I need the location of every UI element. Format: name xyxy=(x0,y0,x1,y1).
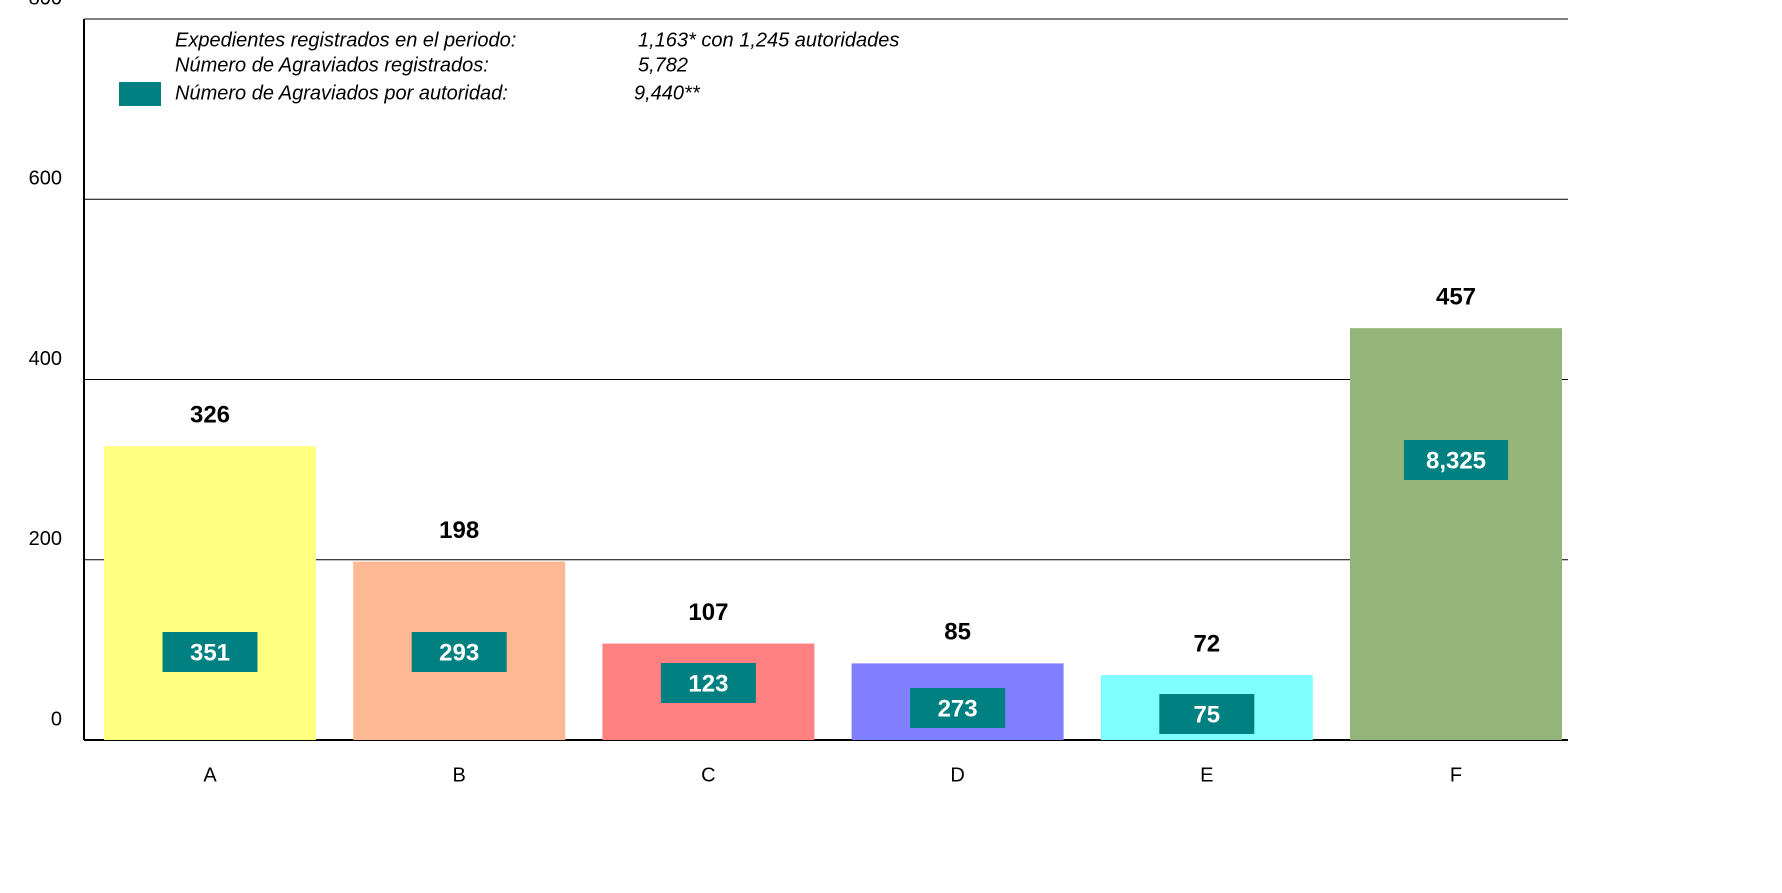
inner-label-box xyxy=(411,632,507,672)
x-tick-label: F xyxy=(1450,764,1462,786)
x-tick-label: E xyxy=(1200,764,1213,786)
annotation: Número de Agraviados registrados: xyxy=(175,54,489,76)
inner-label: 293 xyxy=(439,639,479,666)
x-tick-label: C xyxy=(701,764,715,786)
bar xyxy=(104,446,316,740)
value-label: 107 xyxy=(688,599,728,626)
y-tick-label: 800 xyxy=(29,0,62,9)
annotation: Expedientes registrados en el periodo: xyxy=(175,29,516,51)
inner-label: 273 xyxy=(938,695,978,722)
y-tick-label: 400 xyxy=(29,348,62,370)
value-label: 457 xyxy=(1436,283,1476,310)
inner-label-box xyxy=(1403,440,1509,480)
x-tick-label: A xyxy=(203,764,217,786)
value-label: 72 xyxy=(1193,630,1220,657)
inner-label: 8,325 xyxy=(1426,447,1486,474)
legend-value: 9,440** xyxy=(634,82,701,104)
inner-label-box xyxy=(1159,694,1255,734)
y-tick-label: 600 xyxy=(29,168,62,190)
annotation-value: 1,163* con 1,245 autoridades xyxy=(638,29,899,51)
annotation-value: 5,782 xyxy=(638,54,688,76)
inner-label-box xyxy=(910,688,1006,728)
y-tick-label: 200 xyxy=(29,528,62,550)
value-label: 85 xyxy=(944,619,971,646)
bar xyxy=(1350,328,1562,740)
value-label: 326 xyxy=(190,402,230,429)
legend-swatch xyxy=(119,82,161,106)
inner-label-box xyxy=(660,663,756,703)
inner-label-box xyxy=(162,632,258,672)
inner-label: 351 xyxy=(190,639,230,666)
y-tick-label: 0 xyxy=(51,708,62,730)
legend-label: Número de Agraviados por autoridad: xyxy=(175,82,508,104)
inner-label: 123 xyxy=(688,670,728,697)
x-tick-label: D xyxy=(950,764,964,786)
x-tick-label: B xyxy=(453,764,466,786)
value-label: 198 xyxy=(439,517,479,544)
inner-label: 75 xyxy=(1193,701,1220,728)
